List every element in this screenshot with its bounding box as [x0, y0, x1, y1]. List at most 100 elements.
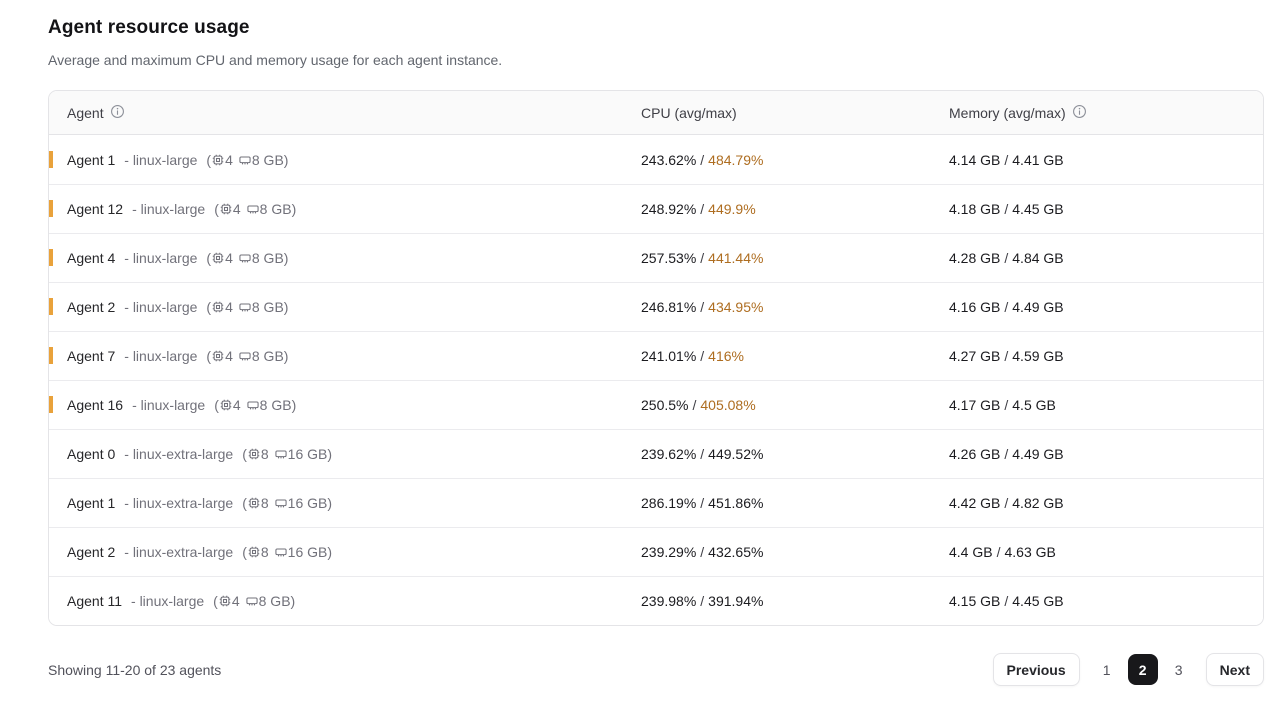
- memory-avg-value: 4.27 GB: [949, 348, 1001, 364]
- agent-instance-type: - linux-extra-large: [124, 495, 234, 511]
- memory-usage-cell: 4.42 GB/4.82 GB: [949, 495, 1064, 511]
- cpu-usage-cell: 248.92%/449.9%: [641, 201, 756, 217]
- cpu-chip-icon: [247, 446, 261, 462]
- agent-name: Agent 0: [67, 446, 116, 462]
- table-row: Agent 1- linux-extra-large(8 16 GB) 286.1…: [49, 478, 1263, 527]
- memory-usage-cell: 4.15 GB/4.45 GB: [949, 593, 1064, 609]
- next-button[interactable]: Next: [1205, 653, 1264, 686]
- cpu-warning-bar: [49, 150, 53, 168]
- info-icon[interactable]: [110, 104, 125, 122]
- agent-ram-size: 16 GB: [287, 544, 328, 560]
- cpu-max-value: 391.94%: [708, 593, 764, 609]
- agent-instance-type: - linux-large: [124, 151, 198, 168]
- cpu-avg-value: 286.19%: [641, 495, 697, 511]
- agent-instance-type: - linux-large: [131, 593, 205, 609]
- page-button-current[interactable]: 2: [1127, 654, 1158, 685]
- agent-resource-usage-page: Agent resource usage Average and maximum…: [48, 17, 1264, 686]
- cpu-max-value: 484.79%: [708, 151, 764, 168]
- memory-avg-value: 4.18 GB: [949, 201, 1001, 217]
- ram-stick-icon: [238, 348, 252, 364]
- agent-name: Agent 11: [67, 593, 123, 609]
- column-header-memory-label: Memory (avg/max): [949, 104, 1066, 121]
- cpu-max-value: 434.95%: [708, 299, 764, 315]
- table-row: Agent 4- linux-large(4 8 GB) 257.53%/441.…: [49, 233, 1263, 282]
- memory-max-value: 4.84 GB: [1012, 250, 1064, 266]
- cpu-warning-bar: [49, 200, 53, 217]
- page-button[interactable]: 1: [1092, 654, 1122, 685]
- cpu-chip-icon: [218, 593, 232, 609]
- agent-instance-type: - linux-extra-large: [124, 544, 234, 560]
- memory-max-value: 4.82 GB: [1012, 495, 1064, 511]
- agent-cpu-count: 4: [225, 250, 233, 266]
- cpu-chip-icon: [211, 250, 225, 266]
- agent-spec: (4 8 GB): [214, 201, 297, 217]
- agent-spec: (4 8 GB): [213, 593, 296, 609]
- memory-usage-cell: 4.14 GB/4.41 GB: [949, 151, 1064, 168]
- ram-stick-icon: [238, 250, 252, 266]
- agent-name: Agent 16: [67, 397, 124, 413]
- page-button[interactable]: 3: [1164, 654, 1194, 685]
- info-icon[interactable]: [1072, 104, 1087, 122]
- column-header-memory: Memory (avg/max): [949, 104, 1263, 122]
- agent-name: Agent 1: [67, 495, 116, 511]
- agent-cpu-count: 8: [260, 544, 269, 560]
- table-header-row: Agent CPU (avg/max) Memory (avg/max): [49, 91, 1263, 135]
- memory-avg-value: 4.26 GB: [949, 446, 1001, 462]
- cpu-avg-value: 243.62%: [641, 151, 697, 168]
- agent-spec: (4 8 GB): [206, 151, 289, 168]
- agent-ram-size: 8 GB: [251, 348, 284, 364]
- table-row: Agent 2- linux-extra-large(8 16 GB) 239.2…: [49, 527, 1263, 576]
- agent-instance-type: - linux-large: [132, 201, 206, 217]
- agent-cell: Agent 16- linux-large(4 8 GB): [49, 396, 641, 413]
- memory-max-value: 4.49 GB: [1012, 299, 1064, 315]
- cpu-max-value: 449.52%: [708, 446, 764, 462]
- ram-stick-icon: [238, 152, 252, 168]
- memory-avg-value: 4.4 GB: [949, 544, 993, 560]
- agent-name: Agent 2: [67, 299, 116, 315]
- agents-table: Agent CPU (avg/max) Memory (avg/max) Age…: [48, 90, 1264, 626]
- agent-ram-size: 8 GB: [251, 151, 284, 168]
- cpu-max-value: 405.08%: [700, 397, 756, 413]
- agent-cpu-count: 4: [225, 299, 233, 315]
- agent-name: Agent 2: [67, 544, 116, 560]
- memory-avg-value: 4.42 GB: [949, 495, 1001, 511]
- table-row: Agent 2- linux-large(4 8 GB) 246.81%/434.…: [49, 282, 1263, 331]
- agent-ram-size: 8 GB: [251, 250, 284, 266]
- memory-avg-value: 4.28 GB: [949, 250, 1001, 266]
- agent-cell: Agent 1- linux-extra-large(8 16 GB): [49, 495, 641, 511]
- cpu-max-value: 432.65%: [708, 544, 764, 560]
- table-row: Agent 0- linux-extra-large(8 16 GB) 239.6…: [49, 429, 1263, 478]
- agent-cell: Agent 4- linux-large(4 8 GB): [49, 249, 641, 266]
- agent-spec: (4 8 GB): [206, 348, 289, 364]
- agent-instance-type: - linux-large: [132, 397, 206, 413]
- agent-cell: Agent 0- linux-extra-large(8 16 GB): [49, 446, 641, 462]
- memory-usage-cell: 4.26 GB/4.49 GB: [949, 446, 1064, 462]
- agent-cpu-count: 8: [260, 446, 269, 462]
- cpu-chip-icon: [247, 544, 261, 560]
- memory-usage-cell: 4.17 GB/4.5 GB: [949, 397, 1056, 413]
- agent-cpu-count: 4: [225, 348, 233, 364]
- previous-button[interactable]: Previous: [992, 653, 1080, 686]
- agent-cell: Agent 12- linux-large(4 8 GB): [49, 200, 641, 217]
- agent-ram-size: 16 GB: [287, 495, 328, 511]
- cpu-warning-bar: [49, 298, 53, 315]
- agent-name: Agent 1: [67, 151, 116, 168]
- agent-name: Agent 7: [67, 348, 116, 364]
- cpu-chip-icon: [247, 495, 261, 511]
- memory-avg-value: 4.17 GB: [949, 397, 1001, 413]
- ram-stick-icon: [274, 446, 288, 462]
- agent-cell: Agent 11 - linux-large (4 8 GB): [49, 593, 641, 609]
- cpu-usage-cell: 246.81%/434.95%: [641, 299, 764, 315]
- agent-cell: Agent 7- linux-large(4 8 GB): [49, 347, 641, 364]
- table-row: Agent 12- linux-large(4 8 GB) 248.92%/449…: [49, 184, 1263, 233]
- cpu-avg-value: 257.53%: [641, 250, 697, 266]
- memory-max-value: 4.5 GB: [1012, 397, 1056, 413]
- cpu-usage-cell: 239.62%/449.52%: [641, 446, 764, 462]
- cpu-warning-bar: [49, 396, 53, 413]
- agent-cpu-count: 4: [225, 151, 233, 168]
- cpu-usage-cell: 257.53%/441.44%: [641, 250, 764, 266]
- cpu-chip-icon: [219, 397, 233, 413]
- column-header-agent-label: Agent: [67, 104, 104, 121]
